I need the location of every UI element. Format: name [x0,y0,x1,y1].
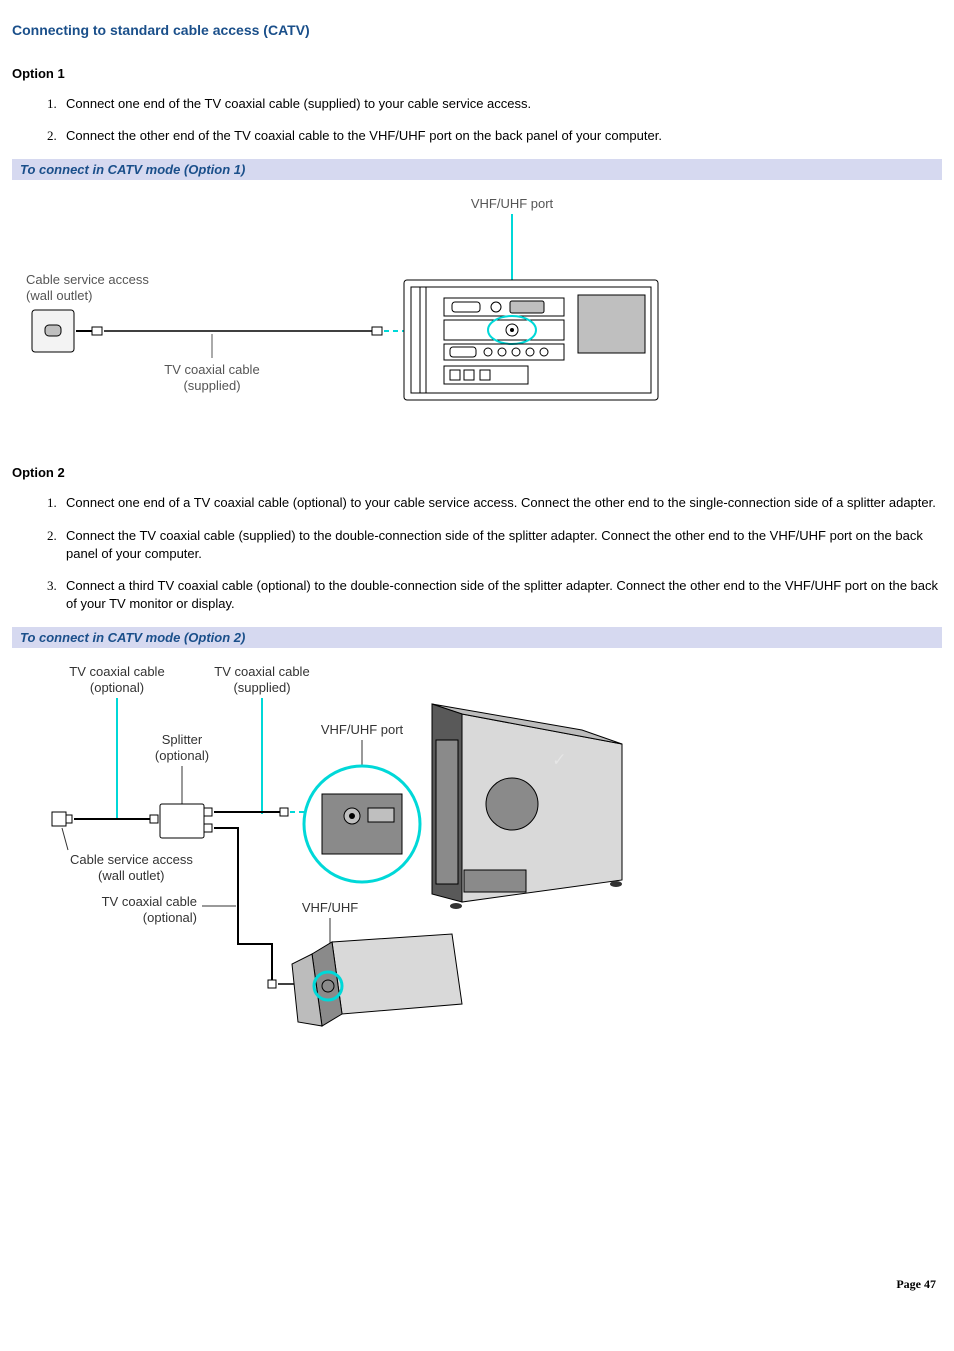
diagram-label: TV coaxial cable [214,664,309,679]
connector [204,824,212,832]
splitter [160,804,204,838]
list-item: Connect the TV coaxial cable (supplied) … [60,527,942,563]
connector [150,815,158,823]
option1-heading: Option 1 [12,66,942,81]
list-item: Connect the other end of the TV coaxial … [60,127,942,145]
list-item: Connect one end of the TV coaxial cable … [60,95,942,113]
magnified-port [322,794,402,854]
wall-outlet-jack [45,325,61,336]
diagram-label: VHF/UHF port [321,722,404,737]
tv-monitor [292,934,462,1026]
option1-steps: Connect one end of the TV coaxial cable … [12,95,942,145]
diagram-label: (optional) [143,910,197,925]
diagram-label: (wall outlet) [26,288,92,303]
diagram-label: VHF/UHF [302,900,358,915]
diagram-label: Cable service access [26,272,149,287]
diagram-label: (supplied) [233,680,290,695]
option2-steps: Connect one end of a TV coaxial cable (o… [12,494,942,613]
cable [214,828,272,982]
diagram-label: TV coaxial cable [69,664,164,679]
connector [268,980,276,988]
diagram-label: (wall outlet) [98,868,164,883]
connector [280,808,288,816]
connector [92,327,102,335]
diagram-label: VHF/UHF port [471,196,554,211]
diagram-label: TV coaxial cable [164,362,259,377]
computer-back-panel [404,280,658,400]
list-item: Connect one end of a TV coaxial cable (o… [60,494,942,512]
list-item: Connect a third TV coaxial cable (option… [60,577,942,613]
page-number: Page 47 [12,1277,942,1292]
option1-diagram: VHF/UHF port Cable service access (wall … [12,186,942,429]
connector [372,327,382,335]
diagram-label: TV coaxial cable [102,894,197,909]
option2-diagram: TV coaxial cable (optional) TV coaxial c… [12,654,942,1037]
diagram-label: (optional) [155,748,209,763]
page-title: Connecting to standard cable access (CAT… [12,22,942,38]
option2-bluebar: To connect in CATV mode (Option 2) [12,627,942,648]
tv-port [322,980,334,992]
connector [204,808,212,816]
computer-tower: ✓ [432,704,622,909]
diagram-label: Splitter [162,732,203,747]
diagram-label: (supplied) [183,378,240,393]
option2-heading: Option 2 [12,465,942,480]
leader-line [62,828,68,850]
connector [66,815,72,823]
wall-outlet [52,812,66,826]
option1-bluebar: To connect in CATV mode (Option 1) [12,159,942,180]
diagram-label: (optional) [90,680,144,695]
diagram-label: Cable service access [70,852,193,867]
